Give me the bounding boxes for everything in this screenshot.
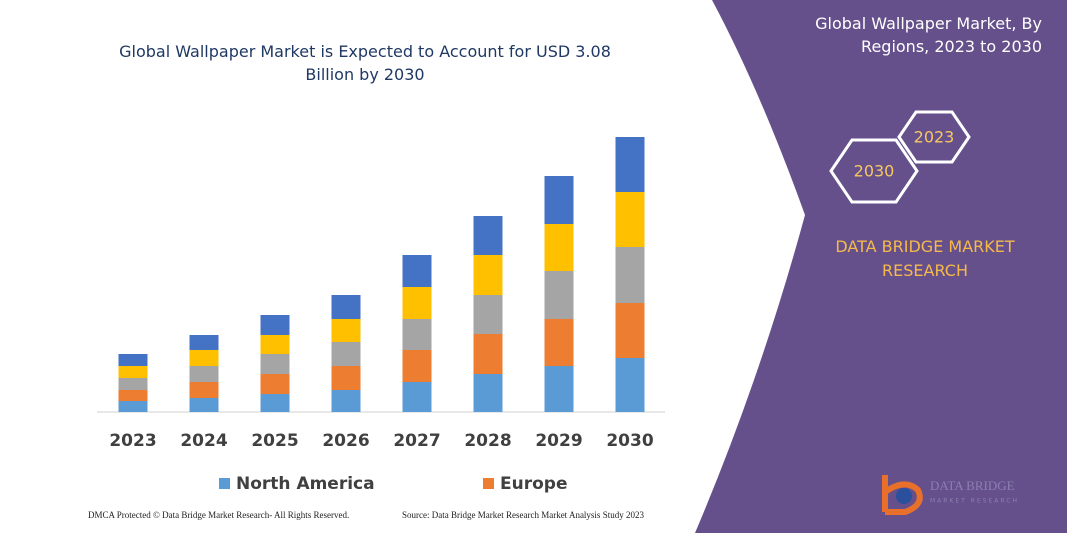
bar-segment <box>189 366 219 382</box>
bar-segment <box>189 350 219 366</box>
x-tick-label: 2025 <box>251 431 298 451</box>
bar-segment <box>402 382 432 412</box>
footer-right: Source: Data Bridge Market Research Mark… <box>402 510 644 520</box>
footer-left: DMCA Protected © Data Bridge Market Rese… <box>88 510 350 520</box>
legend-swatch <box>219 478 230 489</box>
x-tick-label: 2027 <box>393 431 440 451</box>
bar-segment <box>544 366 574 412</box>
x-tick-label: 2023 <box>109 431 156 451</box>
bar-segment <box>260 374 290 394</box>
brand: DATA BRIDGE MARKET RESEARCH <box>835 237 1015 280</box>
bar-segment <box>260 394 290 412</box>
bar-segment <box>402 255 432 287</box>
legend-label: Europe <box>500 474 567 494</box>
bar-segment <box>544 176 574 224</box>
x-tick-label: 2028 <box>464 431 511 451</box>
legend-swatch <box>483 478 494 489</box>
bar-segment <box>544 271 574 319</box>
x-tick-label: 2029 <box>535 431 582 451</box>
bar-segment <box>615 303 645 358</box>
bar-segment <box>189 335 219 350</box>
bar-segment <box>615 192 645 247</box>
bar-segment <box>473 334 503 374</box>
bar-segment <box>260 335 290 354</box>
panel-title: Global Wallpaper Market, By Regions, 202… <box>815 14 1042 56</box>
logo-mark <box>896 488 912 504</box>
x-tick-label: 2030 <box>606 431 653 451</box>
x-tick-label: 2026 <box>322 431 369 451</box>
bar-segment <box>331 390 361 412</box>
bar-segment <box>473 255 503 295</box>
hex-label: 2030 <box>854 162 895 181</box>
x-tick-label: 2024 <box>180 431 227 451</box>
bar-segment <box>402 287 432 319</box>
logo-mark <box>882 475 923 515</box>
bar-segment <box>118 354 148 366</box>
bar-segment <box>615 247 645 303</box>
bar-segment <box>118 378 148 390</box>
bar-segment <box>473 374 503 412</box>
bar-segment <box>331 319 361 342</box>
hexagon <box>897 110 971 164</box>
bar-segment <box>473 216 503 255</box>
hex-label: 2023 <box>914 128 955 147</box>
logo-tagline: MARKET RESEARCH <box>930 498 1019 505</box>
bar-segment <box>615 358 645 412</box>
bar-segment <box>118 390 148 401</box>
bar-segment <box>544 319 574 366</box>
bar-segment <box>331 342 361 366</box>
bar-segment <box>260 354 290 374</box>
side-panel <box>695 0 1067 533</box>
bar-segment <box>615 137 645 192</box>
bar-segment <box>473 295 503 334</box>
bar-segment <box>118 401 148 412</box>
hexagon <box>829 138 919 204</box>
bar-segment <box>189 382 219 398</box>
chart-title: Global Wallpaper Market is Expected to A… <box>119 42 611 84</box>
bar-segment <box>331 366 361 390</box>
bar-segment <box>331 295 361 319</box>
bar-segment <box>402 350 432 382</box>
bar-segment <box>118 366 148 378</box>
bar-segment <box>260 315 290 335</box>
bar-segment <box>402 319 432 350</box>
legend-label: North America <box>236 474 375 494</box>
bar-segment <box>189 398 219 412</box>
bar-segment <box>544 224 574 271</box>
logo-name: DATA BRIDGE <box>930 478 1015 493</box>
